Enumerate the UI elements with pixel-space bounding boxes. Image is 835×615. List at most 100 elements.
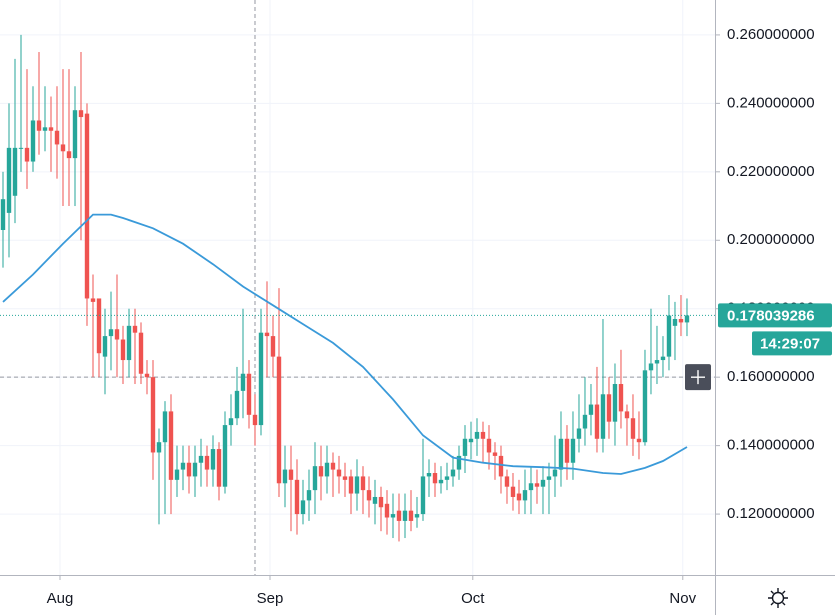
settings-button[interactable] [768,588,788,608]
candle [630,394,636,456]
y-tick-label: 0.260000000 [727,26,815,43]
candle-body [6,147,12,213]
candle-body [228,418,234,426]
candle-body [186,462,192,477]
candle [600,318,606,453]
candle [498,445,504,494]
candle [318,445,324,501]
candle-body [516,493,522,501]
candle-body [486,438,492,453]
candle-body [474,431,480,439]
candle-body [630,418,636,439]
candle-body [540,479,546,487]
candle-body [504,476,510,487]
x-tick-label: Nov [669,590,696,607]
candle-body [480,431,486,439]
candle [438,466,444,494]
candle [126,308,132,378]
candle [642,349,648,446]
candle [414,496,420,528]
candle-body [552,469,558,477]
candle [102,308,108,395]
candle-body [288,469,294,480]
candle [156,428,162,525]
candle-body [84,113,90,299]
candle-body [246,373,252,415]
candle-body [408,510,414,521]
countdown-box [752,331,832,356]
candle [300,479,306,525]
candle [378,486,384,532]
candle [324,445,330,494]
candle-body [54,130,60,145]
candle [252,394,258,446]
candle [60,69,66,207]
x-tick-label: Aug [47,590,74,607]
candle [534,469,540,504]
candle-body [660,356,666,361]
moving-average-line [2,213,688,475]
candle [486,425,492,470]
candle-body [594,404,600,439]
candle-body [18,147,24,149]
candle [426,459,432,497]
candle-body [522,490,528,501]
candle [36,52,42,155]
candle [636,411,642,460]
candle [228,394,234,446]
candle [594,366,600,453]
candle [558,411,564,487]
candle [198,438,204,487]
candle [216,442,222,501]
candle [30,86,36,172]
candle [474,418,480,456]
candle-body [330,462,336,470]
candle-body [618,384,624,412]
candle [276,288,282,497]
candle [396,493,402,542]
candle-body [72,110,78,159]
candle [270,315,276,378]
candle-body [90,298,96,302]
candle [648,308,654,395]
candle [282,445,288,508]
candle [12,58,18,224]
candle-body [24,147,30,162]
y-tick-label: 0.220000000 [727,163,815,180]
candle [264,281,270,378]
candle [660,336,666,378]
candle-body [648,363,654,371]
candle-body [546,476,552,480]
candle-body [372,496,378,504]
candle [432,462,438,497]
add-alert-button[interactable] [685,364,711,391]
candle [48,96,54,172]
candle [618,349,624,429]
candle-body [78,110,84,118]
candle-body [678,318,684,323]
candle-body [612,384,618,422]
candle [72,86,78,207]
candle [492,442,498,480]
candle-body [270,336,276,357]
candle [624,404,630,446]
candle-body [216,449,222,487]
y-tick-label: 0.120000000 [727,505,815,522]
candle-body [528,483,534,491]
candle-body [378,496,384,508]
candle-body [462,438,468,456]
candle-body [564,438,570,463]
candle-body [198,455,204,463]
candle [678,295,684,337]
candle [108,291,114,371]
candle [174,445,180,497]
candle-body [282,469,288,484]
candle [294,459,300,535]
candle [138,322,144,385]
candle-body [432,473,438,484]
candle [366,476,372,518]
candle-body [12,147,18,196]
candle [462,425,468,474]
candle [288,445,294,532]
